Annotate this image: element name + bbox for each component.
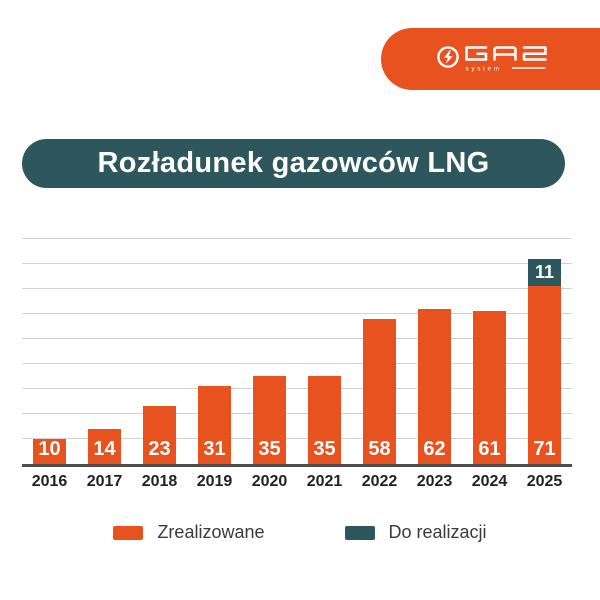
gridline bbox=[22, 362, 572, 364]
logo-wordmark-gaz bbox=[465, 46, 547, 61]
x-axis-label-2018: 2018 bbox=[141, 473, 178, 490]
bar-segment-realized-2023: 62 bbox=[418, 308, 451, 464]
bar-column-2018: 23 bbox=[132, 226, 187, 464]
bar-columns: 10 14 23 31 35 35 58 62 61 11 71 bbox=[22, 226, 572, 464]
bar-segment-realized-2022: 58 bbox=[363, 318, 396, 464]
x-axis-label-2022: 2022 bbox=[361, 473, 398, 490]
bar-column-2025: 11 71 bbox=[517, 226, 572, 464]
gridline bbox=[22, 412, 572, 414]
bar-value-realized-2017: 14 bbox=[93, 438, 116, 460]
lightning-bolt-icon bbox=[444, 50, 453, 64]
bar-column-2017: 14 bbox=[77, 226, 132, 464]
logo-emblem-circle bbox=[437, 46, 459, 68]
legend-label-zrealizowane: Zrealizowane bbox=[157, 522, 265, 542]
bar-column-2024: 61 bbox=[462, 226, 517, 464]
logo-sub-label: system bbox=[466, 66, 502, 73]
x-axis-label-2023: 2023 bbox=[416, 473, 453, 490]
bar-column-2022: 58 bbox=[352, 226, 407, 464]
bar-value-realized-2023: 62 bbox=[423, 438, 446, 460]
legend-label-do-realizacji: Do realizacji bbox=[388, 522, 487, 542]
bar-value-realized-2019: 31 bbox=[203, 438, 226, 460]
bar-value-realized-2024: 61 bbox=[478, 438, 501, 460]
chart-legend: Zrealizowane Do realizacji bbox=[0, 522, 600, 543]
page-title: Rozładunek gazowców LNG bbox=[97, 147, 490, 179]
bar-column-2019: 31 bbox=[187, 226, 242, 464]
bar-segment-realized-2016: 10 bbox=[33, 438, 66, 464]
gridline bbox=[22, 237, 572, 239]
legend-swatch-teal bbox=[344, 525, 375, 540]
gridline bbox=[22, 337, 572, 339]
bar-segment-realized-2018: 23 bbox=[143, 406, 176, 464]
x-axis-labels: 2016 2017 2018 2019 2020 2021 2022 2023 2024 2025 bbox=[22, 473, 572, 491]
brand-logo-pill: GAZ system bbox=[381, 28, 600, 90]
bar-column-2020: 35 bbox=[242, 226, 297, 464]
bar-segment-realized-2017: 14 bbox=[88, 428, 121, 464]
legend-swatch-orange bbox=[113, 525, 144, 540]
bar-segment-realized-2025: 71 bbox=[528, 286, 561, 464]
x-axis-label-2020: 2020 bbox=[251, 473, 288, 490]
bar-column-2016: 10 bbox=[22, 226, 77, 464]
bar-value-realized-2020: 35 bbox=[258, 438, 281, 460]
bar-segment-realized-2021: 35 bbox=[308, 376, 341, 464]
gridline bbox=[22, 287, 572, 289]
bar-column-2021: 35 bbox=[297, 226, 352, 464]
x-axis-label-2019: 2019 bbox=[196, 473, 233, 490]
x-axis-label-2025: 2025 bbox=[526, 473, 563, 490]
gridline bbox=[22, 437, 572, 439]
x-axis-label-2024: 2024 bbox=[471, 473, 508, 490]
bar-column-2023: 62 bbox=[407, 226, 462, 464]
bar-value-realized-2016: 10 bbox=[38, 438, 61, 460]
bar-segment-planned-2025: 11 bbox=[528, 258, 561, 287]
bar-segment-realized-2020: 35 bbox=[253, 376, 286, 464]
legend-item-do-realizacji: Do realizacji bbox=[344, 522, 487, 543]
legend-item-zrealizowane: Zrealizowane bbox=[113, 522, 265, 543]
gridline bbox=[22, 262, 572, 264]
x-axis-label-2016: 2016 bbox=[31, 473, 68, 490]
gaz-system-logo-icon: GAZ system bbox=[437, 46, 547, 73]
gridline bbox=[22, 387, 572, 389]
bar-value-realized-2025: 71 bbox=[533, 438, 556, 460]
x-axis-label-2017: 2017 bbox=[86, 473, 123, 490]
page-title-banner: Rozładunek gazowców LNG bbox=[22, 139, 565, 188]
bar-value-planned-2025: 11 bbox=[534, 261, 555, 282]
x-axis-label-2021: 2021 bbox=[306, 473, 343, 490]
bar-segment-realized-2019: 31 bbox=[198, 386, 231, 464]
bar-segment-realized-2024: 61 bbox=[473, 311, 506, 464]
gridline bbox=[22, 312, 572, 314]
bar-value-realized-2022: 58 bbox=[368, 438, 391, 460]
bar-chart: 10 14 23 31 35 35 58 62 61 11 71 bbox=[22, 226, 572, 467]
bar-value-realized-2018: 23 bbox=[148, 438, 171, 460]
bar-value-realized-2021: 35 bbox=[313, 438, 336, 460]
